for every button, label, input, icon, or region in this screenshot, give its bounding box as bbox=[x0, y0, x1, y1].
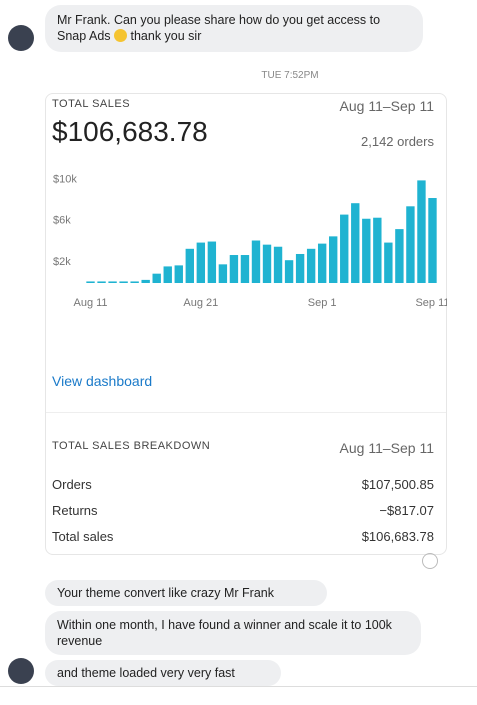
bar bbox=[229, 255, 239, 283]
bar bbox=[284, 260, 294, 283]
bar bbox=[417, 180, 426, 283]
breakdown-row: Returns −$817.07 bbox=[52, 503, 434, 518]
orders: 2,142 orders bbox=[361, 134, 434, 149]
breakdown-title: TOTAL SALES BREAKDOWN bbox=[52, 440, 211, 452]
bar bbox=[86, 281, 95, 283]
bar bbox=[251, 240, 261, 283]
bar bbox=[295, 253, 305, 283]
y-tick-label: $10k bbox=[53, 173, 77, 185]
link[interactable]: View dashboard bbox=[52, 373, 153, 389]
bar bbox=[130, 281, 139, 283]
bar bbox=[329, 236, 338, 283]
sales-card: TOTAL SALES Aug 11–Sep 11 $106,683.78 2,… bbox=[45, 93, 447, 555]
bar bbox=[351, 203, 360, 283]
bar bbox=[406, 206, 415, 283]
message-text: Within one month, I have found a winner … bbox=[57, 618, 392, 648]
row-label: Returns bbox=[52, 503, 98, 518]
message-text: Mr Frank. Can you please share how do yo… bbox=[57, 13, 381, 43]
message: Your theme convert like crazy Mr Frank bbox=[45, 580, 327, 606]
card-title: TOTAL SALES bbox=[52, 98, 131, 110]
bar bbox=[306, 248, 316, 283]
row-value: $106,683.78 bbox=[361, 529, 434, 544]
row-value: −$817.07 bbox=[379, 503, 434, 518]
bar bbox=[395, 229, 404, 283]
bar bbox=[317, 243, 327, 283]
bar bbox=[174, 265, 183, 283]
bar bbox=[428, 198, 437, 283]
breakdown-row: Orders $107,500.85 bbox=[52, 477, 434, 492]
row-label: Total sales bbox=[52, 529, 114, 544]
total: $106,683.78 bbox=[52, 116, 208, 147]
bar bbox=[141, 279, 150, 283]
divider bbox=[0, 686, 477, 687]
emoji bbox=[114, 29, 127, 42]
x-tick-label: Aug 11 bbox=[73, 297, 107, 309]
bar bbox=[207, 241, 217, 283]
avatar bbox=[8, 658, 34, 684]
y-tick-label: $2k bbox=[53, 256, 71, 268]
bar bbox=[384, 242, 393, 283]
avatar bbox=[8, 25, 34, 51]
message: Mr Frank. Can you please share how do yo… bbox=[45, 5, 423, 52]
bar bbox=[362, 218, 371, 283]
row-value: $107,500.85 bbox=[361, 477, 434, 492]
message: Within one month, I have found a winner … bbox=[45, 611, 421, 655]
bar bbox=[152, 273, 161, 283]
message-text: and theme loaded very very fast bbox=[57, 666, 235, 680]
bar bbox=[218, 264, 228, 283]
date-range: Aug 11–Sep 11 bbox=[339, 98, 434, 114]
bar bbox=[163, 266, 172, 283]
bar bbox=[273, 246, 283, 283]
row-label: Orders bbox=[52, 477, 92, 492]
x-tick-label: Sep 11 bbox=[415, 297, 447, 309]
message: and theme loaded very very fast bbox=[45, 660, 281, 686]
bar bbox=[119, 281, 128, 283]
x-tick-label: Sep 1 bbox=[308, 297, 337, 309]
react-icon[interactable] bbox=[422, 553, 438, 569]
bar bbox=[196, 242, 206, 283]
bar bbox=[185, 248, 194, 283]
date-range: Aug 11–Sep 11 bbox=[339, 440, 434, 456]
timestamp: TUE 7:52PM bbox=[261, 70, 319, 81]
bar bbox=[108, 281, 117, 283]
bar bbox=[373, 217, 382, 283]
breakdown-row: Total sales $106,683.78 bbox=[52, 529, 434, 544]
x-tick-label: Aug 21 bbox=[183, 297, 218, 309]
bar bbox=[240, 255, 250, 283]
message-text: Your theme convert like crazy Mr Frank bbox=[57, 586, 274, 600]
y-tick-label: $6k bbox=[53, 215, 71, 227]
divider bbox=[46, 412, 446, 413]
chart: $2k $6k $10k Aug 11 Aug 21 Sep 1 Sep 11 bbox=[53, 173, 447, 309]
bar bbox=[340, 214, 349, 283]
bar bbox=[97, 281, 106, 283]
message-text: thank you sir bbox=[130, 29, 202, 43]
bar bbox=[262, 244, 272, 283]
